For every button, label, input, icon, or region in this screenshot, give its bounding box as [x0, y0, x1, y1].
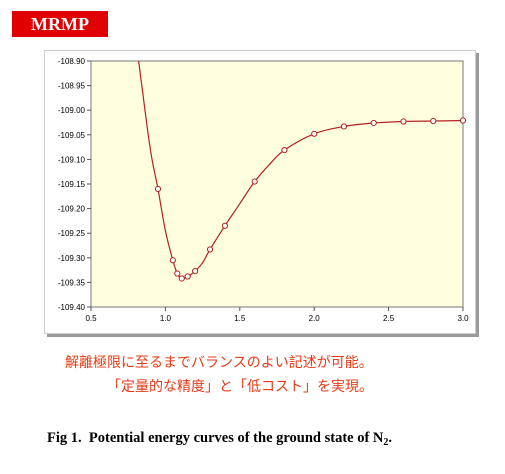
- x-tick-label: 2.5: [383, 314, 395, 323]
- caption-subscript: 2: [383, 437, 389, 448]
- x-tick-label: 0.5: [85, 314, 97, 323]
- caption-prefix: Fig 1.: [47, 430, 82, 446]
- data-point-marker: [174, 270, 181, 277]
- y-tick-label: -109.00: [58, 106, 86, 115]
- y-tick-label: -109.15: [58, 180, 86, 189]
- x-tick-label: 2.0: [309, 314, 321, 323]
- data-point-marker: [184, 273, 191, 280]
- data-point-marker: [251, 178, 258, 185]
- chart-panel: -108.90 -108.95 -109.00 -109.05 -109.10 -109.…: [44, 50, 476, 334]
- data-point-marker: [430, 117, 437, 125]
- caption-suffix: .: [388, 430, 393, 446]
- data-point-marker: [400, 118, 407, 125]
- data-point-marker: [340, 123, 348, 130]
- data-point-marker: [459, 117, 467, 124]
- y-tick-label: -109.05: [58, 131, 86, 140]
- y-tick-label: -109.30: [58, 254, 86, 263]
- x-tick-label: 3.0: [457, 314, 469, 323]
- potential-energy-chart: -108.90 -108.95 -109.00 -109.05 -109.10 -109.…: [58, 57, 469, 323]
- data-point-marker: [169, 257, 176, 264]
- plot-area: [90, 60, 464, 308]
- y-tick-label: -109.10: [58, 155, 86, 164]
- y-tick-label: -108.90: [58, 57, 86, 66]
- data-point-marker: [192, 267, 199, 275]
- data-point-marker: [206, 246, 214, 253]
- data-point-marker: [154, 185, 162, 193]
- data-point-marker: [221, 222, 229, 229]
- data-point-marker: [370, 119, 377, 127]
- data-point-marker: [311, 130, 318, 137]
- y-tick-label: -108.95: [58, 82, 86, 91]
- y-tick-label: -109.25: [58, 229, 86, 238]
- x-tick-label: 1.0: [160, 314, 172, 323]
- japanese-description-line2: 「定量的な精度」と「低コスト」を実現。: [107, 379, 373, 395]
- y-tick-label: -109.40: [58, 303, 86, 312]
- y-tick-label: -109.35: [58, 278, 86, 287]
- caption-text: Potential energy curves of the ground st…: [88, 430, 384, 446]
- figure-caption: Fig 1. Potential energy curves of the gr…: [47, 430, 392, 448]
- data-point-marker: [178, 275, 185, 282]
- mrmp-badge: MRMP: [12, 11, 108, 37]
- x-tick-label: 1.5: [234, 314, 246, 323]
- data-point-marker: [281, 146, 288, 154]
- japanese-description-line1: 解離極限に至るまでバランスのよい記述が可能。: [65, 355, 373, 371]
- y-tick-label: -109.20: [58, 205, 86, 214]
